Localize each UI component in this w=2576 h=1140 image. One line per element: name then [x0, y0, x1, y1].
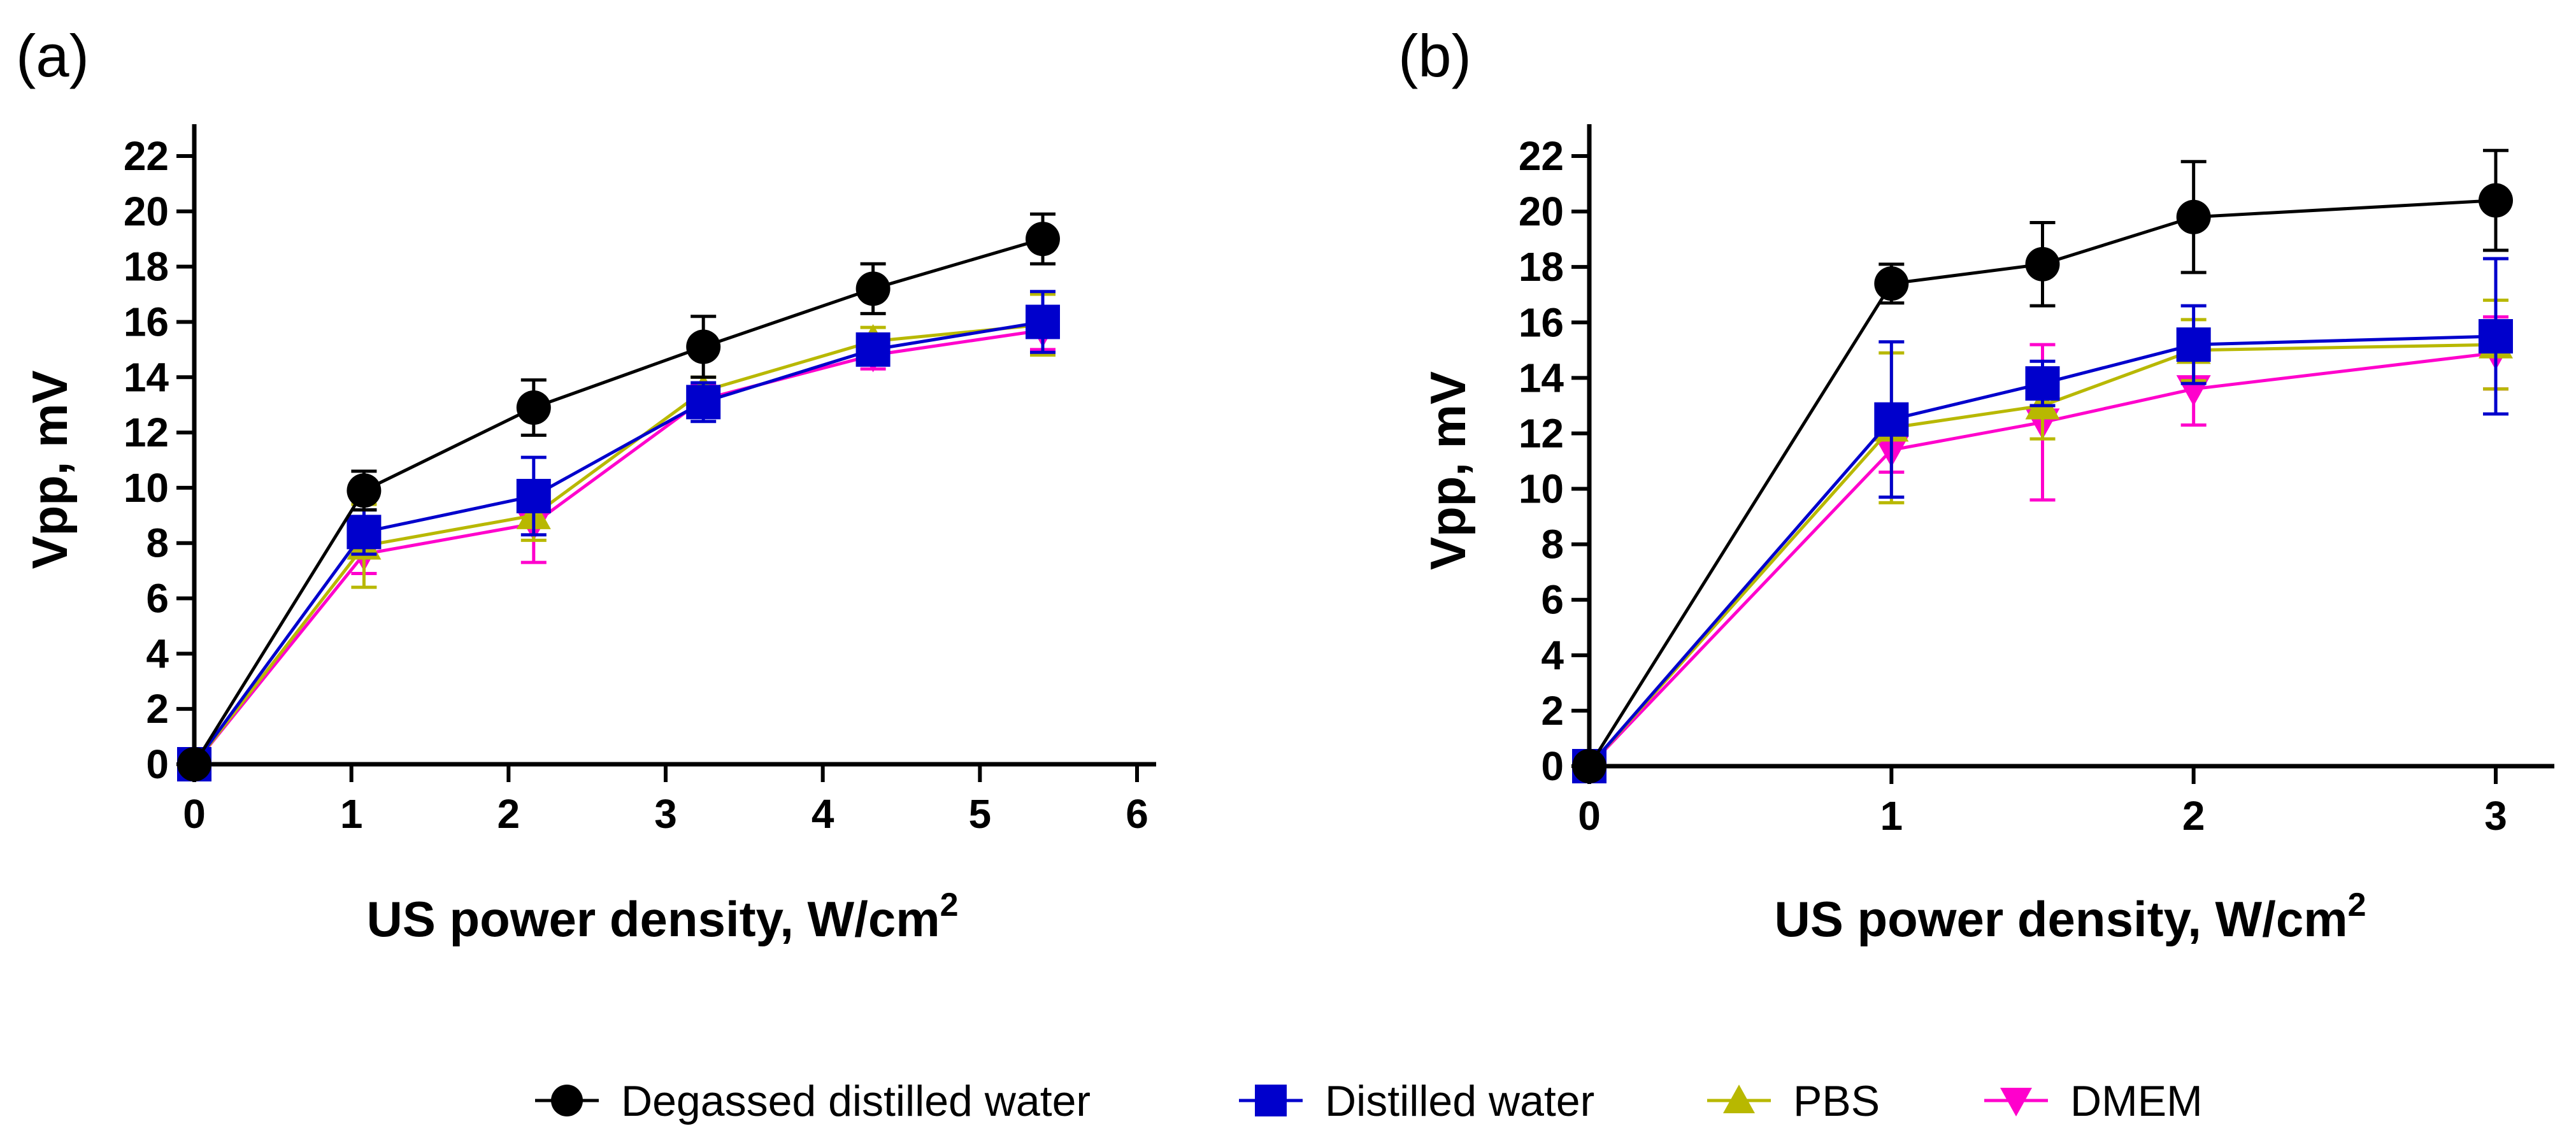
- series-line: [193, 329, 1043, 766]
- y-tick-label: 18: [1519, 244, 1564, 290]
- y-tick-label: 22: [124, 133, 169, 179]
- y-axis-label: Vpp, mV: [1420, 371, 1476, 570]
- y-tick-label: 20: [124, 189, 169, 234]
- data-point: [1874, 266, 1909, 301]
- y-tick-label: 0: [146, 741, 169, 787]
- data-point: [855, 332, 891, 367]
- y-tick-label: 16: [1519, 299, 1564, 345]
- series-degassed-distilled-water: [1572, 148, 2513, 783]
- x-tick-label: 2: [2182, 793, 2205, 839]
- data-point: [516, 478, 551, 513]
- x-tick-label: 6: [1126, 791, 1148, 837]
- legend: Degassed distilled water Distilled water P…: [535, 1077, 2203, 1125]
- y-axis-label: Vpp, mV: [22, 370, 78, 569]
- x-axis-label: US power density, W/cm2: [367, 887, 959, 947]
- data-point: [1026, 304, 1060, 339]
- series-distilled-water: [177, 290, 1060, 781]
- y-tick-label: 12: [1519, 410, 1564, 456]
- x-axis-label-main: US power density, W/cm: [1775, 891, 2348, 947]
- series-distilled-water: [1572, 257, 2513, 783]
- data-point: [2479, 319, 2513, 354]
- data-point: [2025, 366, 2060, 401]
- series-line: [192, 237, 1043, 766]
- y-tick-label: 22: [1519, 133, 1564, 179]
- y-tick-label: 14: [124, 354, 169, 400]
- series-line: [192, 320, 1043, 766]
- x-tick-label: 5: [969, 791, 992, 837]
- legend-label: PBS: [1793, 1077, 1880, 1125]
- panel-label: (b): [1398, 22, 1471, 89]
- x-tick-label: 2: [497, 791, 520, 837]
- data-point: [2479, 183, 2513, 218]
- legend-label: DMEM: [2070, 1077, 2203, 1125]
- panel-label: (a): [16, 22, 89, 89]
- y-tick-label: 14: [1519, 355, 1564, 401]
- series-degassed-distilled-water: [177, 212, 1060, 781]
- y-tick-label: 6: [146, 576, 169, 622]
- y-tick-label: 12: [124, 410, 169, 455]
- data-point: [1572, 749, 1606, 783]
- legend-marker: [2000, 1088, 2032, 1116]
- legend-item-dmem: DMEM: [1984, 1077, 2203, 1125]
- x-axis-label: US power density, W/cm2: [1775, 887, 2366, 947]
- y-tick-label: 6: [1541, 577, 1564, 623]
- data-point: [347, 515, 382, 550]
- data-point: [2025, 246, 2060, 281]
- y-tick-label: 0: [1541, 743, 1564, 789]
- x-tick-label: 3: [654, 791, 677, 837]
- y-tick-label: 8: [146, 520, 169, 566]
- x-tick-label: 3: [2484, 793, 2507, 839]
- data-point: [686, 385, 721, 420]
- legend-item-distilled-water: Distilled water: [1239, 1077, 1594, 1125]
- data-point: [177, 747, 211, 781]
- x-axis-label-superscript: 2: [2348, 887, 2366, 923]
- y-tick-label: 20: [1519, 189, 1564, 234]
- y-tick-label: 4: [1541, 632, 1564, 678]
- legend-marker: [551, 1085, 583, 1116]
- data-point: [516, 390, 551, 425]
- x-axis-label-superscript: 2: [940, 887, 959, 923]
- data-point: [2176, 199, 2211, 234]
- y-tick-label: 2: [146, 686, 169, 732]
- legend-item-degassed-distilled-water: Degassed distilled water: [535, 1077, 1091, 1125]
- legend-item-pbs: PBS: [1707, 1077, 1880, 1125]
- legend-marker: [1723, 1085, 1755, 1113]
- data-point: [347, 473, 382, 508]
- x-tick-label: 0: [1578, 793, 1601, 839]
- data-point: [1026, 222, 1060, 257]
- data-point: [2176, 327, 2211, 362]
- x-tick-label: 1: [340, 791, 363, 837]
- series-line: [193, 323, 1043, 766]
- y-tick-label: 16: [124, 299, 169, 345]
- y-tick-label: 8: [1541, 522, 1564, 567]
- data-point: [855, 271, 891, 306]
- legend-marker: [1255, 1085, 1287, 1116]
- legend-label: Distilled water: [1325, 1077, 1594, 1125]
- x-axis-label-main: US power density, W/cm: [367, 891, 940, 947]
- series-dmem: [177, 309, 1060, 781]
- y-tick-label: 18: [124, 244, 169, 290]
- series-pbs: [177, 292, 1060, 778]
- data-point: [1874, 402, 1909, 437]
- legend-label: Degassed distilled water: [621, 1077, 1091, 1125]
- data-point: [686, 329, 721, 364]
- y-tick-label: 2: [1541, 688, 1564, 734]
- y-tick-label: 10: [1519, 466, 1564, 512]
- x-tick-label: 4: [812, 791, 834, 837]
- y-tick-label: 4: [146, 631, 169, 676]
- x-tick-label: 0: [183, 791, 206, 837]
- y-tick-label: 10: [124, 465, 169, 511]
- x-tick-label: 1: [1880, 793, 1903, 839]
